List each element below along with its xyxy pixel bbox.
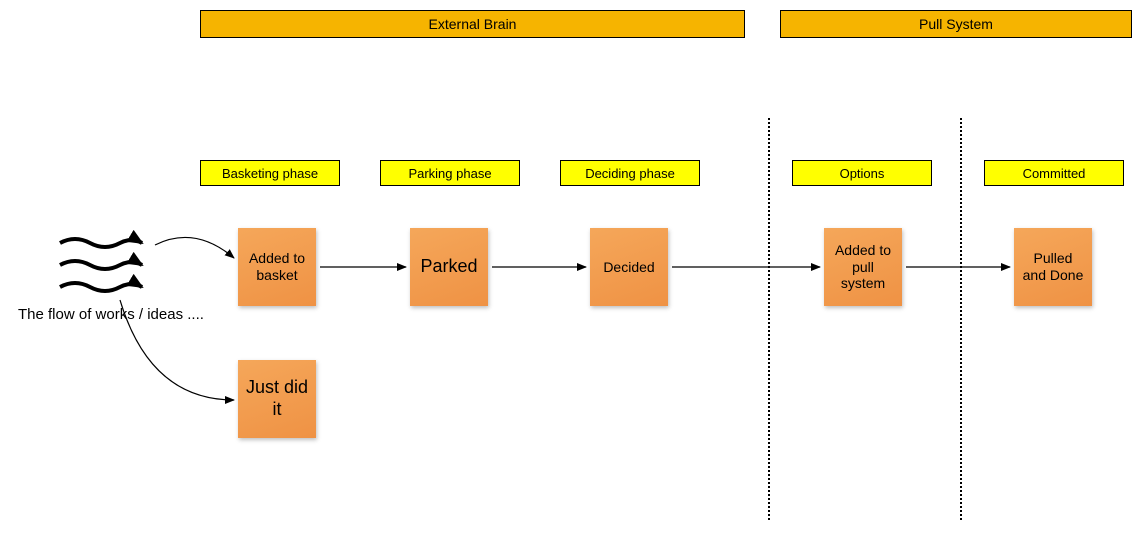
phase-committed: Committed [984, 160, 1124, 186]
phase-options: Options [792, 160, 932, 186]
phase-parking: Parking phase [380, 160, 520, 186]
arrows-layer [0, 0, 1144, 539]
divider-2 [960, 118, 962, 520]
band-external-brain: External Brain [200, 10, 745, 38]
sticky-just-did-it: Just did it [238, 360, 316, 438]
sticky-parked: Parked [410, 228, 488, 306]
sticky-added-to-pull: Added to pull system [824, 228, 902, 306]
phase-basketing: Basketing phase [200, 160, 340, 186]
sticky-added-to-basket: Added to basket [238, 228, 316, 306]
flow-arrow-icon [60, 261, 142, 269]
flow-caption: The flow of works / ideas .... [18, 306, 204, 323]
divider-1 [768, 118, 770, 520]
flow-arrow-icon [60, 283, 142, 291]
sticky-pulled-and-done: Pulled and Done [1014, 228, 1092, 306]
flow-arrow-icon [60, 239, 142, 247]
curve-to-basket [155, 237, 234, 258]
sticky-decided: Decided [590, 228, 668, 306]
phase-deciding: Deciding phase [560, 160, 700, 186]
band-pull-system: Pull System [780, 10, 1132, 38]
